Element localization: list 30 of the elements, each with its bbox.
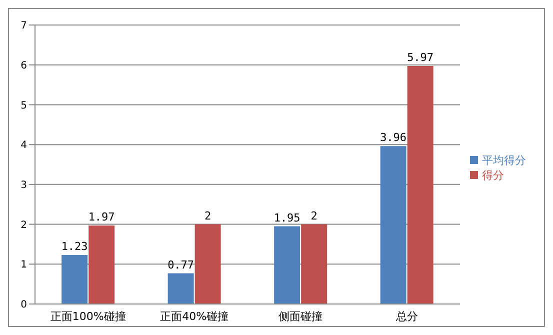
bar <box>168 273 194 304</box>
y-tick-label: 2 <box>20 220 27 231</box>
data-label: 1.97 <box>88 210 115 224</box>
bar <box>407 66 434 304</box>
legend-label: 得分 <box>482 168 504 182</box>
data-label: 1.95 <box>274 211 300 224</box>
y-tick-label: 3 <box>20 180 27 191</box>
x-tick-label: 正面100%碰撞 <box>50 310 126 323</box>
y-tick-label: 1 <box>20 260 27 271</box>
y-tick-label: 5 <box>20 100 27 112</box>
legend-label: 平均得分 <box>482 154 526 166</box>
bar <box>62 254 88 304</box>
bar <box>274 226 300 304</box>
x-tick-label: 总分 <box>394 310 418 323</box>
data-label: 3.96 <box>380 131 407 144</box>
bar <box>380 146 406 304</box>
x-tick-label: 正面40%碰撞 <box>160 310 229 323</box>
y-tick-label: 0 <box>20 300 27 311</box>
bar <box>301 224 328 304</box>
bar <box>88 225 115 304</box>
y-tick-label: 6 <box>20 60 27 72</box>
y-tick-label: 7 <box>20 20 27 32</box>
data-label: 2 <box>204 209 212 222</box>
y-tick-label: 4 <box>20 140 27 152</box>
data-label: 0.77 <box>168 258 194 272</box>
x-tick-label: 侧面碰撞 <box>278 310 323 323</box>
data-label: 5.97 <box>407 51 434 64</box>
bar <box>194 224 221 304</box>
data-label: 2 <box>310 209 318 222</box>
data-label: 1.23 <box>61 240 88 253</box>
